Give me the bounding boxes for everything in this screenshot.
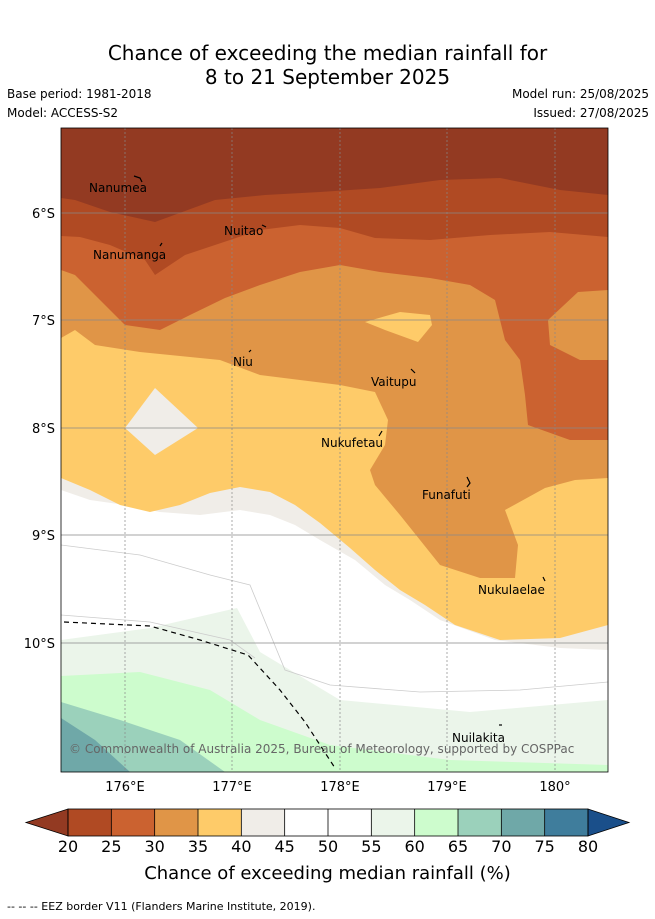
place-label-vaitupu: Vaitupu [371,375,417,389]
colorbar-tick-label: 45 [274,837,294,856]
colorbar-tick-label: 35 [188,837,208,856]
colorbar-segment [284,809,328,836]
lat-label-6s: 6°S [32,207,55,222]
lat-label-8s: 8°S [32,422,55,437]
colorbar-segment [241,809,285,836]
lat-label-9s: 9°S [32,529,55,544]
lon-label-176e: 176°E [105,780,145,795]
model-run-label: Model run: 25/08/2025 [511,87,649,101]
place-label-nuilakita: Nuilakita [452,731,505,745]
lon-label-178e: 178°E [320,780,360,795]
map-title-line2: 8 to 21 September 2025 [204,65,451,89]
map-title-line1: Chance of exceeding the median rainfall … [107,41,548,65]
lon-label-180: 180° [539,780,570,795]
colorbar-tick-label: 65 [448,837,468,856]
issued-label: Issued: 27/08/2025 [533,106,649,120]
colorbar-tick-label: 70 [491,837,511,856]
colorbar-tick-label: 55 [361,837,381,856]
model-label: Model: ACCESS-S2 [7,106,119,120]
colorbar-tick-label: 40 [231,837,251,856]
place-label-nukufetau: Nukufetau [321,436,383,450]
place-label-nanumanga: Nanumanga [93,248,166,262]
colorbar-segment [501,809,545,836]
lat-label-10s: 10°S [24,637,55,652]
colorbar-segment [68,809,112,836]
colorbar-high-arrow [587,808,631,837]
colorbar-tick-label: 20 [58,837,78,856]
copyright-text: © Commonwealth of Australia 2025, Bureau… [69,742,574,756]
place-label-funafuti: Funafuti [422,488,471,502]
colorbar: 20 25 30 35 40 45 50 55 60 65 70 75 80 [24,808,631,856]
colorbar-segment [111,809,155,836]
colorbar-title: Chance of exceeding median rainfall (%) [144,863,511,884]
colorbar-segment [544,809,588,836]
place-label-nukulaelae: Nukulaelae [478,583,545,597]
colorbar-tick-label: 80 [578,837,598,856]
colorbar-tick-label: 30 [144,837,164,856]
lon-label-179e: 179°E [427,780,467,795]
island-markers [133,175,546,726]
lon-label-177e: 177°E [212,780,252,795]
colorbar-segment [458,809,502,836]
colorbar-low-arrow [24,808,69,837]
colorbar-tick-label: 50 [318,837,338,856]
map-frame [60,127,609,773]
place-label-nuitao: Nuitao [224,224,263,238]
longitude-labels: 176°E 177°E 178°E 179°E 180° [105,780,570,795]
colorbar-tick-label: 75 [534,837,554,856]
colorbar-segment [198,809,242,836]
eez-border-legend: -- -- -- EEZ border V11 (Flanders Marine… [7,900,316,913]
lat-label-7s: 7°S [32,314,55,329]
colorbar-tick-label: 25 [101,837,121,856]
latitude-labels: 6°S 7°S 8°S 9°S 10°S [24,207,55,652]
place-label-niu: Niu [233,355,253,369]
map-contours [61,128,608,772]
base-period-label: Base period: 1981-2018 [7,87,152,101]
colorbar-segment [328,809,372,836]
place-label-nanumea: Nanumea [89,181,147,195]
colorbar-segment [414,809,458,836]
colorbar-segment [371,809,415,836]
map-gridlines [61,128,608,772]
colorbar-segment [154,809,198,836]
colorbar-tick-label: 60 [404,837,424,856]
